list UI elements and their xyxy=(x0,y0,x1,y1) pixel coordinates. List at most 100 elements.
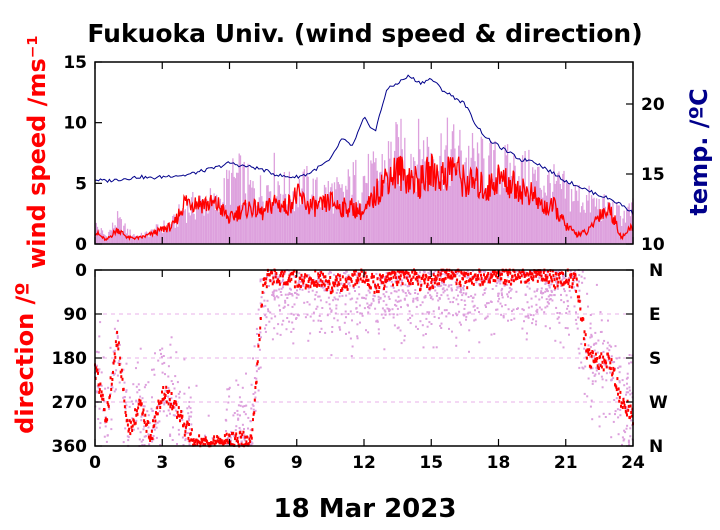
direction-sample-dot xyxy=(506,293,509,296)
direction-sample-dot xyxy=(395,304,398,307)
direction-sample-dot xyxy=(176,443,178,445)
mean-direction-point xyxy=(389,277,391,281)
direction-sample-dot xyxy=(526,332,528,335)
direction-sample-dot xyxy=(448,284,451,287)
mean-direction-point xyxy=(398,270,401,274)
mean-direction-point xyxy=(621,406,624,409)
direction-sample-dot xyxy=(621,379,624,382)
direction-sample-dot xyxy=(554,339,557,342)
direction-sample-dot xyxy=(530,269,533,272)
direction-sample-dot xyxy=(386,307,389,310)
direction-sample-dot xyxy=(233,412,236,414)
direction-sample-dot xyxy=(328,271,331,273)
mean-direction-point xyxy=(119,370,122,374)
mean-direction-point xyxy=(610,358,613,362)
direction-sample-dot xyxy=(626,387,629,390)
direction-sample-dot xyxy=(456,272,458,275)
mean-direction-point xyxy=(292,272,295,276)
mean-direction-point xyxy=(449,276,452,280)
direction-sample-dot xyxy=(615,357,618,360)
direction-sample-dot xyxy=(455,289,458,291)
mean-direction-point xyxy=(192,438,195,442)
mean-direction-point xyxy=(262,283,265,287)
direction-sample-dot xyxy=(317,319,320,322)
direction-sample-dot xyxy=(139,347,142,350)
direction-sample-dot xyxy=(351,297,354,300)
direction-sample-dot xyxy=(167,386,170,389)
mean-direction-point xyxy=(372,275,375,279)
direction-sample-dot xyxy=(259,331,262,334)
direction-sample-dot xyxy=(619,408,622,411)
mean-direction-point xyxy=(145,429,148,433)
mean-direction-point xyxy=(162,386,165,389)
mean-direction-point xyxy=(161,390,163,394)
direction-sample-dot xyxy=(613,361,616,363)
mean-direction-point xyxy=(566,280,569,284)
direction-sample-dot xyxy=(440,284,443,287)
mean-direction-point xyxy=(579,307,582,311)
direction-sample-dot xyxy=(443,289,446,292)
mean-direction-point xyxy=(226,438,229,442)
mean-direction-point xyxy=(118,363,121,366)
mean-direction-point xyxy=(568,285,571,289)
direction-sample-dot xyxy=(267,308,269,311)
direction-sample-dot xyxy=(474,309,476,312)
mean-direction-point xyxy=(455,282,458,286)
mean-direction-point xyxy=(121,377,124,381)
mean-direction-point xyxy=(373,290,376,294)
mean-direction-point xyxy=(536,279,539,283)
direction-sample-dot xyxy=(153,373,156,376)
direction-sample-dot xyxy=(143,435,146,438)
mean-direction-point xyxy=(99,382,102,386)
direction-sample-dot xyxy=(255,377,258,380)
direction-sample-dot xyxy=(529,314,532,316)
direction-sample-dot xyxy=(540,291,542,294)
direction-sample-dot xyxy=(272,290,275,293)
direction-sample-dot xyxy=(560,293,562,296)
mean-direction-point xyxy=(277,278,280,282)
mean-direction-point xyxy=(627,408,630,412)
mean-direction-point xyxy=(487,280,490,284)
direction-sample-dot xyxy=(249,443,252,446)
direction-sample-dot xyxy=(297,293,300,296)
mean-direction-point xyxy=(607,354,610,358)
direction-sample-dot xyxy=(277,296,280,299)
mean-direction-point xyxy=(406,271,409,275)
mean-direction-point xyxy=(422,273,425,277)
mean-direction-point xyxy=(287,279,290,283)
mean-direction-point xyxy=(481,280,484,284)
gust-area xyxy=(94,117,634,244)
mean-direction-point xyxy=(136,412,139,416)
mean-direction-point xyxy=(540,274,543,278)
mean-direction-point xyxy=(423,278,426,282)
mean-direction-point xyxy=(396,269,399,273)
mean-direction-point xyxy=(266,273,269,277)
direction-sample-dot xyxy=(348,282,351,285)
direction-sample-dot xyxy=(538,277,541,280)
direction-sample-dot xyxy=(469,311,472,314)
mean-direction-point xyxy=(446,273,449,277)
mean-direction-point xyxy=(602,355,605,359)
direction-sample-dot xyxy=(155,426,158,429)
direction-sample-dot xyxy=(598,425,601,428)
direction-sample-dot xyxy=(589,314,592,316)
direction-sample-dot xyxy=(113,372,116,375)
direction-sample-dot xyxy=(419,304,422,307)
mean-direction-point xyxy=(320,283,323,287)
mean-direction-point xyxy=(570,273,573,276)
mean-direction-point xyxy=(500,272,503,276)
mean-direction-point xyxy=(179,419,181,423)
direction-tick-label: 180 xyxy=(52,349,88,369)
direction-sample-dot xyxy=(550,289,553,292)
direction-sample-dot xyxy=(625,427,628,430)
mean-direction-point xyxy=(365,275,368,279)
direction-sample-dot xyxy=(628,354,631,356)
direction-sample-dot xyxy=(365,329,367,332)
direction-sample-dot xyxy=(556,312,559,314)
mean-direction-point xyxy=(189,432,192,436)
mean-direction-point xyxy=(577,299,580,303)
mean-direction-point xyxy=(117,341,120,345)
mean-direction-point xyxy=(326,287,329,291)
mean-direction-point xyxy=(531,272,534,276)
